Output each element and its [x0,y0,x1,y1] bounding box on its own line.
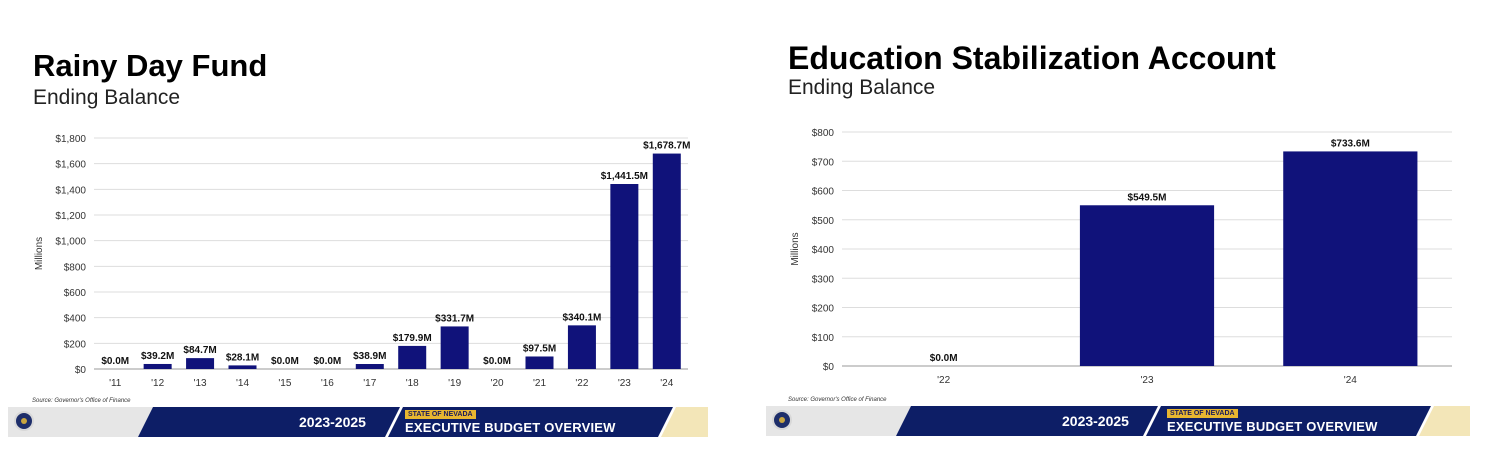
y-tick-label: $400 [64,314,87,325]
y-tick-label: $500 [812,216,835,227]
footer-banner: 2023-2025 STATE OF NEVADA EXECUTIVE BUDG… [8,407,708,437]
y-tick-label: $1,400 [55,185,86,196]
education-stabilization-chart: $0 $100 $200 $300 $400 $500 $600 $700 $800 Millio… [790,128,1452,386]
data-label: $1,678.7M [643,141,690,152]
nevada-seal-icon [772,410,792,430]
data-label: $0.0M [930,353,958,364]
y-tick-label: $600 [812,187,835,198]
bar [610,184,639,369]
x-tick-label: '20 [491,378,504,389]
banner-label: EXECUTIVE BUDGET OVERVIEW [1167,419,1378,434]
y-tick-label: $1,800 [55,134,86,145]
y-tick-label: $200 [64,339,87,350]
source-note: Source: Governor's Office of Finance [788,397,887,403]
x-tick-label: '14 [236,378,249,389]
y-tick-label: $1,200 [55,211,86,222]
data-label: $38.9M [353,351,386,362]
bar [228,365,257,369]
y-tick-label: $1,000 [55,237,86,248]
data-label: $331.7M [435,313,474,324]
slide-education-stabilization-account: Education Stabilization Account Ending B… [766,0,1480,448]
x-tick-label: '13 [194,378,207,389]
y-tick-label: $0 [75,365,87,376]
footer-banner: 2023-2025 STATE OF NEVADA EXECUTIVE BUDG… [766,406,1470,436]
x-tick-label: '23 [618,378,631,389]
x-tick-label: '24 [1344,375,1357,386]
y-tick-label: $800 [812,128,835,139]
x-tick-label: '21 [533,378,546,389]
banner-years: 2023-2025 [1062,413,1129,429]
bar [525,356,554,369]
bar [398,345,427,369]
banner-state: STATE OF NEVADA [405,410,476,419]
data-label: $97.5M [523,343,556,354]
bar [186,358,215,369]
bar [652,153,681,369]
data-label: $0.0M [313,356,341,367]
bar [143,363,172,369]
data-label: $84.7M [183,345,216,356]
y-tick-label: $600 [64,288,87,299]
data-label: $733.6M [1331,138,1370,149]
x-tick-label: '22 [575,378,588,389]
banner-years: 2023-2025 [299,414,366,430]
x-tick-label: '18 [406,378,419,389]
y-tick-label: $700 [812,157,835,168]
y-tick-label: $300 [812,274,835,285]
banner-label: EXECUTIVE BUDGET OVERVIEW [405,420,616,435]
data-label: $0.0M [101,356,129,367]
data-label: $179.9M [393,333,432,344]
slide-title: Education Stabilization Account [788,40,1276,76]
x-tick-label: '11 [109,378,122,389]
y-tick-label: $1,600 [55,160,86,171]
x-tick-label: '24 [660,378,673,389]
bar [1283,151,1418,366]
x-tick-label: '15 [278,378,291,389]
y-tick-label: $200 [812,304,835,315]
x-tick-label: '12 [151,378,164,389]
data-label: $1,441.5M [601,171,648,182]
y-tick-label: $100 [812,333,835,344]
slide-title: Rainy Day Fund [33,48,268,83]
y-tick-label: $400 [812,245,835,256]
rainy-day-fund-chart: $0 $200 $400 $600 $800 $1,000 $1,200 $1,400 $1,6… [34,134,690,389]
source-note: Source: Governor's Office of Finance [32,398,131,404]
bar [1079,205,1215,366]
x-tick-label: '19 [448,378,461,389]
bar [440,326,469,369]
slide-rainy-day-fund: Rainy Day Fund Ending Balance $0 $200 $400… [8,0,720,448]
data-label: $0.0M [271,356,299,367]
x-tick-label: '23 [1140,375,1153,386]
y-tick-label: $0 [823,362,835,373]
data-label: $549.5M [1128,192,1167,203]
bar [355,364,384,369]
x-tick-label: '16 [321,378,334,389]
y-axis-label: Millions [34,237,45,270]
slide-subtitle: Ending Balance [788,76,936,99]
data-label: $28.1M [226,352,259,363]
nevada-seal-icon [14,411,34,431]
data-label: $39.2M [141,351,174,362]
banner-state: STATE OF NEVADA [1167,409,1238,418]
data-label: $340.1M [562,312,601,323]
x-tick-label: '17 [363,378,376,389]
x-tick-label: '22 [937,375,950,386]
y-axis-label: Millions [790,232,801,265]
bar [567,325,596,369]
data-label: $0.0M [483,356,511,367]
slide-subtitle: Ending Balance [33,86,181,109]
y-tick-label: $800 [64,262,87,273]
